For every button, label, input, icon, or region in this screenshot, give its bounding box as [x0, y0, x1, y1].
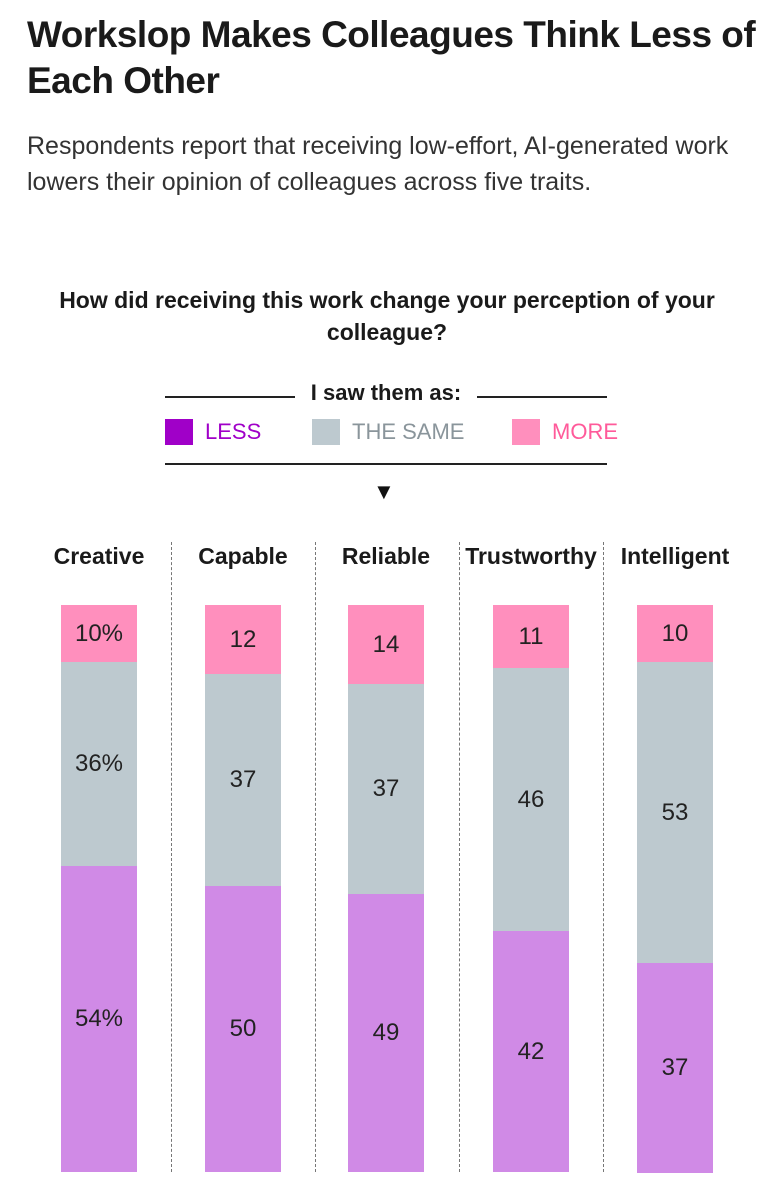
- chart-title: Workslop Makes Colleagues Think Less of …: [27, 14, 756, 101]
- bar-segment: [637, 963, 713, 1173]
- data-label: 14: [372, 630, 400, 658]
- bar-segment: [348, 684, 424, 894]
- data-label: 10%: [74, 619, 124, 647]
- bar-segment: [61, 662, 137, 866]
- bar-segment: [205, 605, 281, 674]
- data-label: 54%: [74, 1005, 124, 1032]
- bar-segment: [348, 605, 424, 684]
- bar-segment: [493, 668, 569, 931]
- data-label: 36%: [74, 750, 124, 777]
- chart-subtitle: Respondents report that receiving low-ef…: [27, 132, 729, 196]
- down-triangle-icon: ▼: [373, 479, 395, 504]
- legend-label-less: LESS: [205, 419, 262, 444]
- data-label: 49: [372, 1019, 400, 1046]
- column-separator: [603, 542, 604, 1172]
- category-label: Reliable: [341, 543, 431, 569]
- data-label: 12: [229, 625, 257, 653]
- category-label: Capable: [198, 543, 288, 569]
- bar-segment: [205, 886, 281, 1172]
- legend-heading: I saw them as:: [165, 380, 607, 410]
- data-label: 42: [517, 1037, 545, 1065]
- legend-swatch-same: [312, 419, 340, 445]
- category-label: Creative: [53, 543, 145, 569]
- data-label: 37: [229, 766, 257, 793]
- bar-segment: [493, 605, 569, 668]
- data-label: 53: [661, 798, 689, 826]
- column-separator: [459, 542, 460, 1172]
- bar-segment: [348, 894, 424, 1172]
- data-label: 11: [518, 622, 544, 650]
- column-separator: [171, 542, 172, 1172]
- legend-heading-text: I saw them as:: [310, 380, 462, 405]
- legend-rule-left: [165, 396, 295, 398]
- data-label: 37: [661, 1054, 689, 1081]
- bar-segment: [61, 866, 137, 1172]
- legend-label-more: MORE: [552, 419, 618, 444]
- category-label: Intelligent: [620, 543, 730, 569]
- data-label: 46: [517, 785, 545, 813]
- data-label: 50: [229, 1015, 257, 1042]
- bar-segment: [637, 605, 713, 662]
- legend-bottom-rule: [165, 463, 607, 465]
- data-label: 37: [372, 775, 400, 802]
- bar-segment: [61, 605, 137, 662]
- category-label: Trustworthy: [465, 543, 597, 569]
- column-separator: [315, 542, 316, 1172]
- legend-swatch-less: [165, 419, 193, 445]
- survey-question: How did receiving this work change your …: [59, 287, 715, 345]
- legend-swatch-more: [512, 419, 540, 445]
- bar-segment: [493, 931, 569, 1172]
- bar-segment: [637, 662, 713, 963]
- legend-rule-right: [477, 396, 607, 398]
- legend-label-same: THE SAME: [352, 419, 465, 444]
- bar-segment: [205, 674, 281, 886]
- data-label: 10: [661, 619, 689, 647]
